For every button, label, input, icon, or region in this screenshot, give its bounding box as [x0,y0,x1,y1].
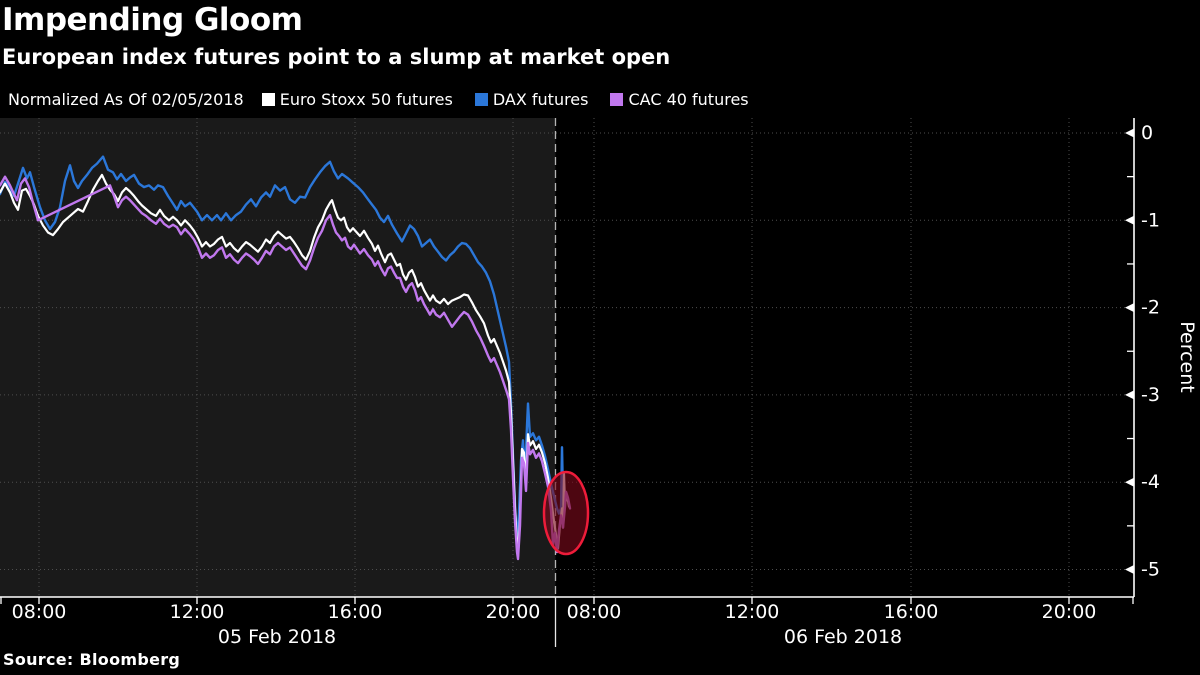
x-tick-label: 20:00 [486,601,541,623]
x-tick-label: 12:00 [725,601,780,623]
y-tick-arrow-icon [1125,303,1134,313]
highlight-ellipse [542,470,590,556]
legend-item-label: Euro Stoxx 50 futures [279,90,453,109]
x-tick-label: 20:00 [1042,601,1097,623]
page-title: Impending Gloom [2,2,303,38]
y-tick-arrow-icon [1125,477,1134,487]
legend-item-cac: CAC 40 futures [610,90,749,109]
legend-item-label: CAC 40 futures [628,90,749,109]
x-tick-label: 16:00 [884,601,939,623]
y-tick-label: 0 [1141,122,1153,144]
y-tick-label: -1 [1141,209,1160,231]
y-axis-ticks: 0 -1 -2 -3 -4 -5 [1125,122,1160,581]
y-tick-arrow-icon [1125,390,1134,400]
legend-item-label: DAX futures [492,90,589,109]
dax-swatch-icon [474,93,488,106]
y-tick-arrow-icon [1125,128,1134,138]
legend-normalized-note: Normalized As Of 02/05/2018 [8,90,244,109]
legend-item-euro-stoxx: Euro Stoxx 50 futures [261,90,453,109]
y-tick-label: -3 [1141,384,1160,406]
legend: Normalized As Of 02/05/2018 Euro Stoxx 5… [8,90,771,109]
y-tick-label: -4 [1141,471,1160,493]
date-label: 05 Feb 2018 [218,626,336,648]
legend-item-dax: DAX futures [474,90,589,109]
x-tick-label: 12:00 [170,601,225,623]
asof-shaded-region [0,118,556,597]
x-tick-label: 16:00 [328,601,383,623]
source-credit: Source: Bloomberg [3,650,181,669]
y-axis-title: Percent [1176,321,1198,393]
euro-stoxx-swatch-icon [261,93,275,106]
y-tick-label: -5 [1141,559,1160,581]
x-tick-label: 08:00 [567,601,622,623]
series-line-cac [0,175,572,561]
page-subtitle: European index futures point to a slump … [2,45,671,69]
y-tick-arrow-icon [1125,215,1134,225]
y-tick-arrow-icon [1125,565,1134,574]
date-label: 06 Feb 2018 [784,626,902,648]
series-lines [0,155,572,561]
y-tick-label: -2 [1141,297,1160,319]
x-tick-label: 08:00 [12,601,67,623]
x-axis-ticks: 08:00 12:00 16:00 20:00 08:00 12:00 16:00 20:00 [0,597,1134,623]
cac-swatch-icon [610,93,624,106]
